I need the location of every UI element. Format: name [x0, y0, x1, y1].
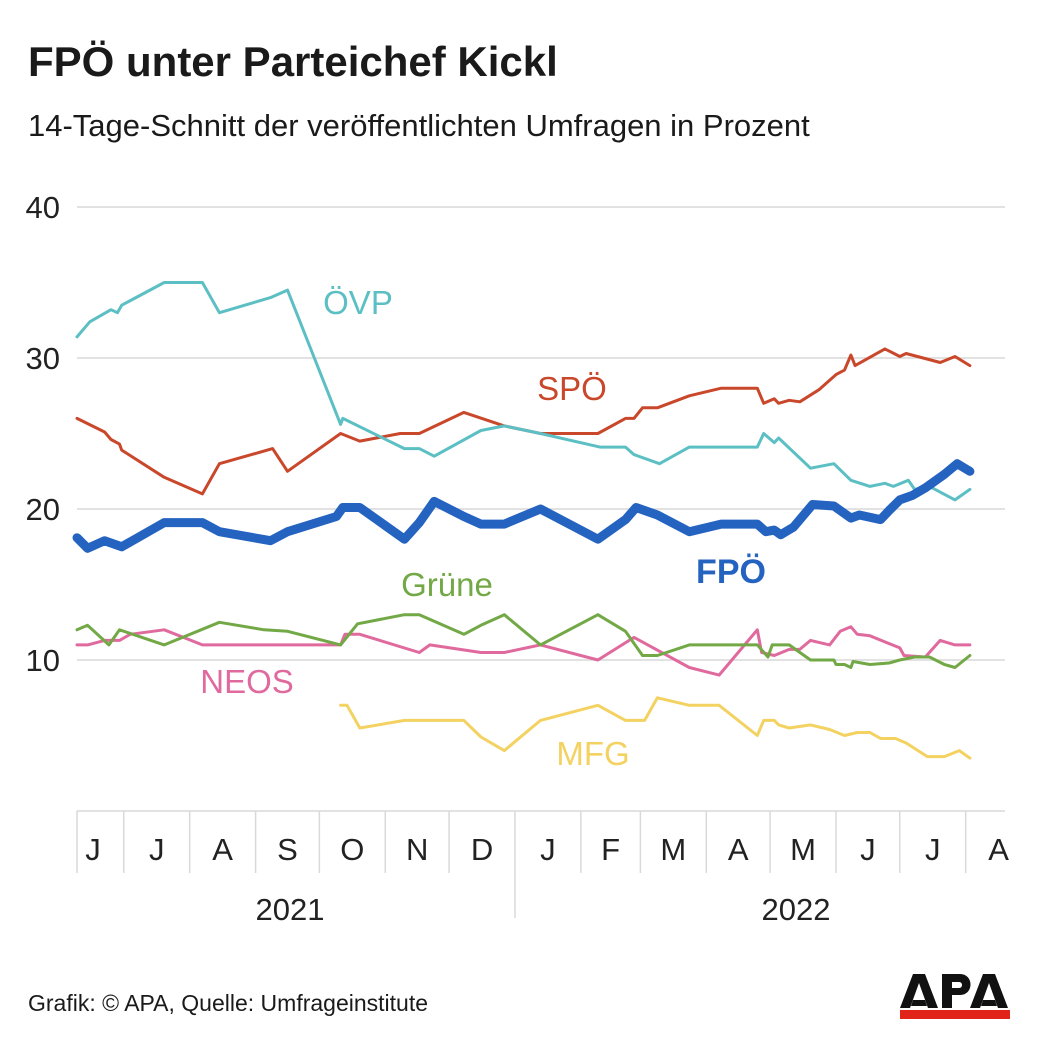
y-tick-label: 10	[26, 643, 60, 678]
x-tick-label: M	[790, 832, 816, 867]
x-tick-label: A	[212, 832, 233, 867]
x-axis: J J A S O N D J F M A M J J A 2021 2022	[76, 810, 1009, 927]
chart-subtitle: 14-Tage-Schnitt der veröffentlichten Umf…	[28, 108, 810, 143]
x-tick-label: A	[728, 832, 749, 867]
series-label-övp: ÖVP	[323, 284, 393, 321]
series-line-grüne	[75, 613, 972, 669]
series-line-mfg	[339, 696, 972, 760]
y-tick-label: 30	[26, 341, 60, 376]
x-tick-label: N	[406, 832, 428, 867]
series-label-neos: NEOS	[200, 663, 294, 700]
year-label-2021: 2021	[256, 892, 325, 927]
source-credit: Grafik: © APA, Quelle: Umfrageinstitute	[28, 990, 429, 1016]
series-label-grüne: Grüne	[401, 566, 493, 603]
apa-logo	[900, 974, 1010, 1019]
y-tick-label: 40	[26, 190, 60, 225]
y-tick-label: 20	[26, 492, 60, 527]
x-tick-label: D	[471, 832, 493, 867]
x-tick-label: O	[340, 832, 364, 867]
series-line-övp	[75, 281, 972, 502]
series-lines	[72, 281, 975, 760]
series-label-spö: SPÖ	[537, 370, 607, 407]
x-tick-label: J	[860, 832, 876, 867]
x-tick-label: S	[277, 832, 298, 867]
series-label-fpö: FPÖ	[696, 553, 766, 591]
x-tick-label: J	[925, 832, 941, 867]
series-label-mfg: MFG	[556, 735, 629, 772]
series-line-fpö	[72, 459, 975, 553]
series-line-neos	[75, 625, 972, 677]
x-tick-label: F	[601, 832, 620, 867]
chart-title: FPÖ unter Parteichef Kickl	[28, 38, 558, 85]
series-labels: MFG NEOS Grüne SPÖ ÖVP FPÖ	[200, 284, 766, 772]
x-tick-label: J	[149, 832, 165, 867]
series-line-spö	[75, 347, 972, 496]
x-tick-label: M	[660, 832, 686, 867]
year-label-2022: 2022	[762, 892, 831, 927]
x-tick-label: J	[540, 832, 556, 867]
x-tick-label: J	[85, 832, 101, 867]
gridlines: 10 20 30 40	[26, 190, 1005, 678]
x-tick-label: A	[988, 832, 1009, 867]
